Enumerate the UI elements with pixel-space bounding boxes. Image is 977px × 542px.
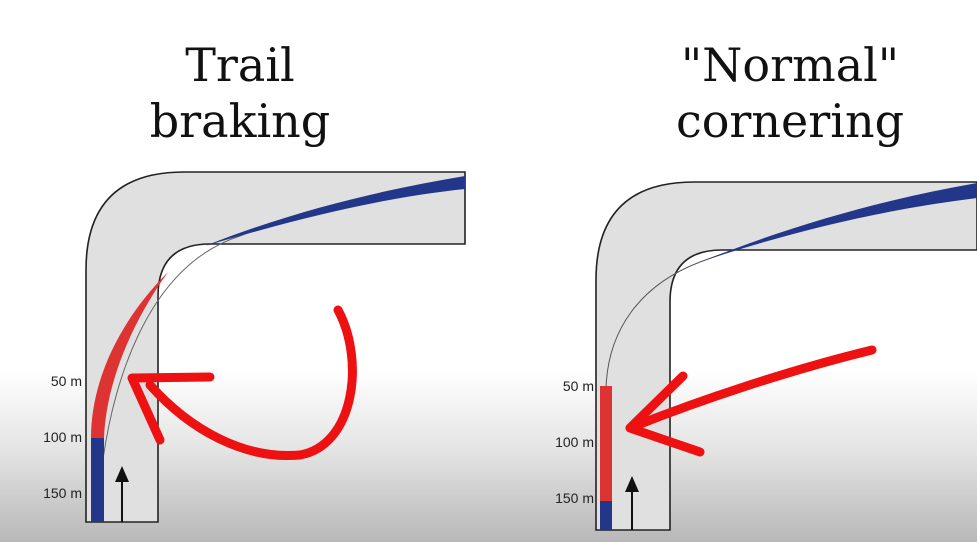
- left-distance-150: 150 m: [43, 485, 82, 501]
- left-acceleration-start: [91, 438, 104, 522]
- right-distance-50: 50 m: [563, 378, 594, 394]
- left-acceleration-zone: [205, 176, 465, 246]
- left-distance-50: 50 m: [51, 373, 82, 389]
- left-braking-zone: [91, 272, 168, 438]
- trail-braking-title-line-2: braking: [149, 94, 331, 148]
- trail-braking-title-line-1: Trail: [185, 38, 295, 92]
- left-arrow-head-icon: [115, 466, 129, 482]
- normal-cornering-title-line-1: "Normal": [680, 38, 899, 92]
- left-annotation-arrow-head: [127, 372, 215, 445]
- normal-cornering-title-line-2: cornering: [675, 94, 905, 148]
- right-acceleration-zone: [700, 183, 977, 262]
- left-road: [85, 171, 466, 523]
- right-annotation-arrow: [625, 345, 877, 433]
- normal-cornering-diagram: 50 m 100 m 150 m: [555, 181, 977, 531]
- right-distance-150: 150 m: [555, 490, 594, 506]
- right-distance-100: 100 m: [555, 434, 594, 450]
- right-annotation-arrow-head: [625, 371, 705, 457]
- trail-braking-title: Trail braking: [110, 37, 370, 149]
- right-braking-zone: [600, 386, 612, 501]
- right-acceleration-start: [600, 501, 612, 530]
- left-distance-100: 100 m: [43, 429, 82, 445]
- normal-cornering-title: "Normal" cornering: [640, 37, 940, 149]
- left-annotation-arrow: [145, 305, 357, 461]
- right-road: [595, 181, 977, 531]
- trail-braking-diagram: 50 m 100 m 150 m: [43, 171, 466, 523]
- right-arrow-head-icon: [625, 476, 639, 492]
